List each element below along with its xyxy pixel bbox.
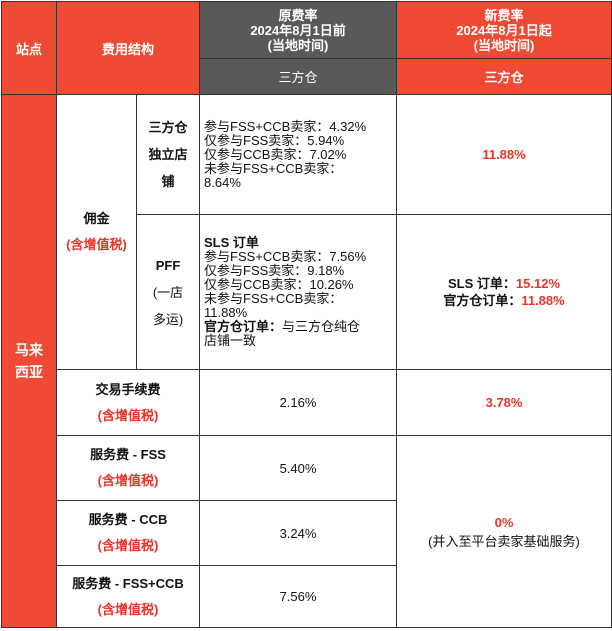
sub-label-3pl-store: 三方仓 独立店 铺 — [135, 94, 201, 215]
site-name: 马来 西亚 — [1, 94, 57, 628]
old-sub-header: 三方仓 — [199, 58, 398, 95]
new-rate-note: (当地时间) — [473, 37, 535, 53]
old-rate-title: 原费率 — [278, 7, 318, 23]
new-commission-3pl: 11.88% — [396, 94, 612, 215]
service-fee-fss-ccb-label: 服务费 - FSS+CCB (含增值税) — [55, 565, 201, 628]
old-service-fee-fss: 5.40% — [199, 435, 398, 501]
new-rate-header: 新费率 2024年8月1日起 (当地时间) — [396, 1, 612, 59]
old-rate-header: 原费率 2024年8月1日前 (当地时间) — [199, 1, 398, 59]
new-sub-header: 三方仓 — [396, 58, 612, 95]
old-commission-pff: SLS 订单 参与FSS+CCB卖家：7.56% 仅参与FSS卖家：9.18% … — [199, 214, 398, 370]
old-service-fee-fss-ccb: 7.56% — [199, 565, 398, 628]
new-transaction-fee: 3.78% — [396, 369, 612, 436]
new-commission-pff: SLS 订单：15.12% 官方仓订单：11.88% — [396, 214, 612, 370]
new-service-fee: 0% (并入至平台卖家基础服务) — [396, 435, 612, 628]
old-rate-note: (当地时间) — [267, 37, 329, 53]
new-rate-title: 新费率 — [484, 7, 524, 23]
site-header: 站点 — [1, 1, 57, 95]
old-transaction-fee: 2.16% — [199, 369, 398, 436]
fee-structure-header: 费用结构 — [55, 1, 201, 95]
service-fee-fss-label: 服务费 - FSS (含增值税) — [55, 435, 201, 501]
sub-label-pff: PFF (一店 多运) — [135, 214, 201, 370]
old-commission-3pl: 参与FSS+CCB卖家：4.32% 仅参与FSS卖家：5.94% 仅参与CCB卖… — [199, 94, 398, 215]
old-rate-date: 2024年8月1日前 — [250, 22, 346, 38]
old-service-fee-ccb: 3.24% — [199, 500, 398, 566]
transaction-fee-label: 交易手续费 (含增值税) — [55, 369, 201, 436]
commission-label: 佣金 (含增值税) — [56, 94, 137, 370]
service-fee-ccb-label: 服务费 - CCB (含增值税) — [55, 500, 201, 566]
new-rate-date: 2024年8月1日起 — [456, 22, 552, 38]
